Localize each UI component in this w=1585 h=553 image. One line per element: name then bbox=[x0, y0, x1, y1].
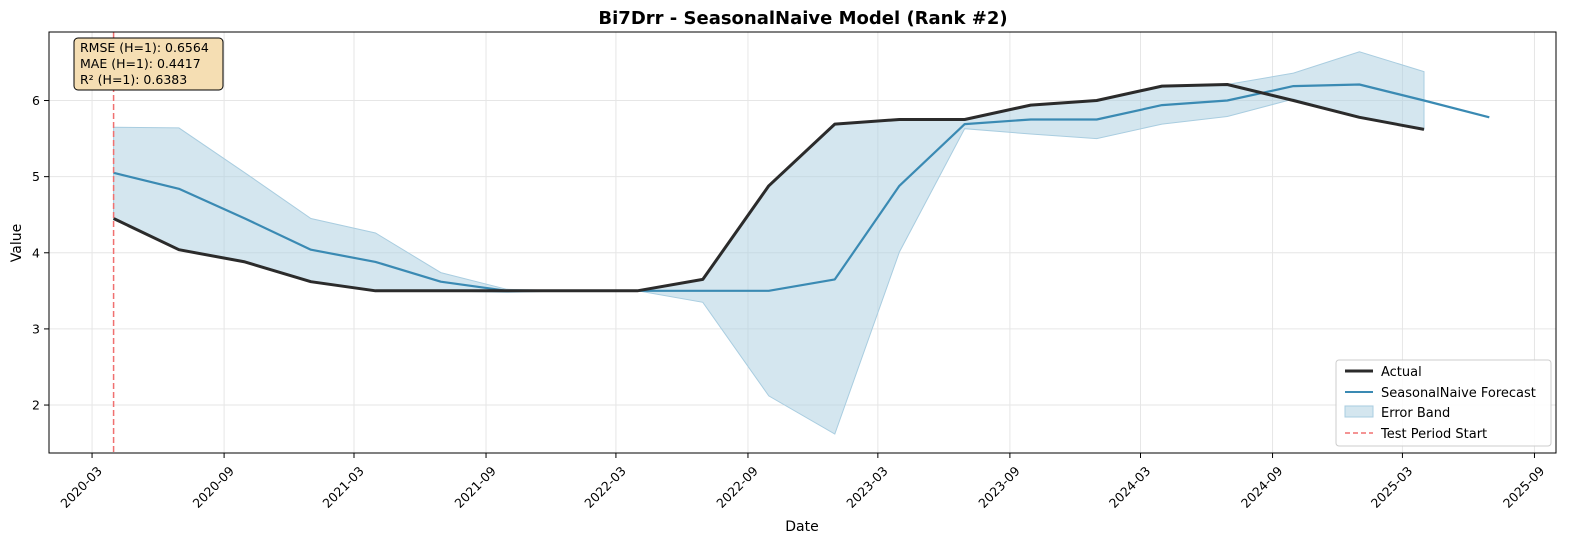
x-tick-label: 2023-09 bbox=[975, 463, 1023, 511]
legend-label-error-band: Error Band bbox=[1381, 406, 1450, 421]
x-tick-label: 2024-03 bbox=[1106, 463, 1154, 511]
metric-rmse: RMSE (H=1): 0.6564 bbox=[80, 40, 209, 55]
chart-title: Bi7Drr - SeasonalNaive Model (Rank #2) bbox=[598, 8, 1007, 29]
x-tick-label: 2020-09 bbox=[189, 463, 237, 511]
y-tick-label: 4 bbox=[32, 245, 40, 260]
legend-frame bbox=[1335, 359, 1552, 447]
actual-series-line bbox=[112, 83, 1425, 293]
legend-label-test-start: Test Period Start bbox=[1380, 427, 1487, 442]
y-tick-label: 5 bbox=[32, 169, 40, 184]
x-tick-label: 2021-09 bbox=[451, 463, 499, 511]
metrics-box-background bbox=[73, 37, 224, 91]
x-axis-label: Date bbox=[785, 519, 818, 535]
metrics-box: RMSE (H=1): 0.6564 MAE (H=1): 0.4417 R² … bbox=[73, 37, 224, 91]
error-band-area bbox=[113, 51, 1425, 435]
x-tick-label: 2020-03 bbox=[57, 463, 105, 511]
legend-label-actual: Actual bbox=[1381, 365, 1422, 380]
metric-r2: R² (H=1): 0.6383 bbox=[80, 72, 187, 87]
legend-swatch-error-band bbox=[1344, 405, 1374, 418]
plot-frame bbox=[48, 31, 1557, 454]
y-axis-label: Value bbox=[9, 224, 25, 262]
plot-area: 2020-03 2020-09 2021-03 2021-09 2022-03 2022-… bbox=[32, 31, 1557, 511]
x-tick-label: 2025-09 bbox=[1500, 463, 1548, 511]
metric-mae: MAE (H=1): 0.4417 bbox=[80, 56, 201, 71]
legend: Actual SeasonalNaive Forecast Error Band… bbox=[1335, 359, 1552, 447]
x-tick-label: 2024-09 bbox=[1238, 463, 1286, 511]
legend-label-forecast: SeasonalNaive Forecast bbox=[1381, 386, 1536, 401]
y-tick-label: 6 bbox=[32, 93, 40, 108]
y-tick-label: 2 bbox=[32, 398, 40, 413]
x-tick-label: 2025-03 bbox=[1368, 463, 1416, 511]
x-tick-label: 2021-03 bbox=[319, 463, 367, 511]
x-tick-label: 2023-03 bbox=[843, 463, 891, 511]
x-tick-label: 2022-09 bbox=[713, 463, 761, 511]
y-tick-label: 3 bbox=[32, 321, 40, 336]
x-tick-label: 2022-03 bbox=[581, 463, 629, 511]
